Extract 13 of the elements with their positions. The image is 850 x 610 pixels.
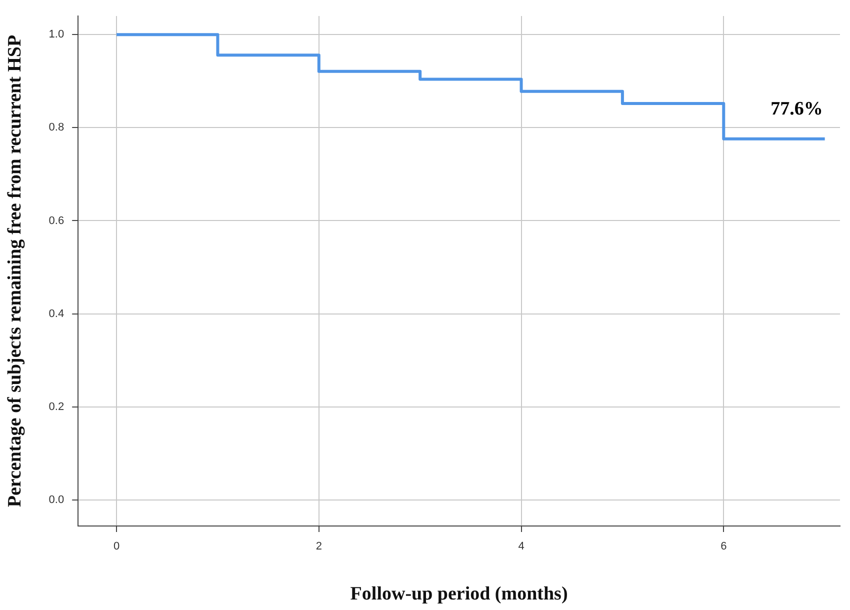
y-tick-label: 0.6 (48, 214, 64, 227)
x-tick-label: 2 (316, 540, 322, 553)
y-tick-label: 0.8 (48, 122, 64, 134)
x-axis-title: Follow-up period (months) (350, 584, 568, 605)
y-tick-label: 0.4 (48, 308, 64, 320)
y-tick-label: 0.2 (48, 400, 64, 413)
x-tick-label: 6 (720, 540, 727, 553)
x-tick-label: 4 (518, 540, 524, 553)
y-axis-title: Percentage of subjects remaining free from recurrent HSP (4, 34, 26, 508)
y-tick-label: 0.0 (48, 494, 64, 506)
annotation: 77.6% (770, 98, 823, 120)
x-tick-label: 0 (113, 540, 120, 553)
y-tick-label: 1.0 (48, 28, 64, 41)
